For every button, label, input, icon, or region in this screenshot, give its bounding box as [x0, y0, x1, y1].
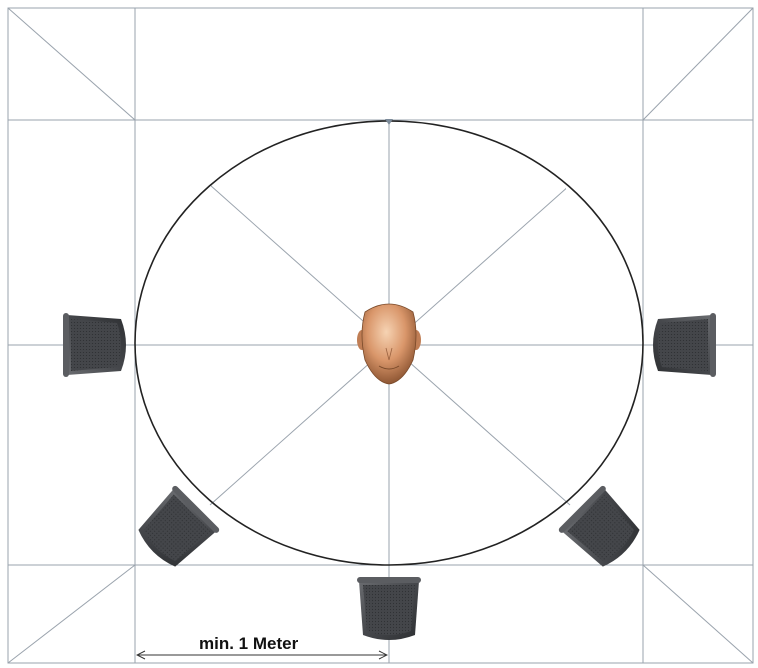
- speaker-right: [653, 313, 716, 377]
- corner-diagonal-tr: [642, 7, 754, 121]
- speaker-rear-center: [357, 577, 421, 640]
- corner-diagonal-bl: [7, 564, 136, 664]
- speaker-rear-left: [138, 485, 220, 567]
- room-outline: [7, 7, 754, 664]
- circle-top-marker: [385, 119, 393, 125]
- listener-head-icon: [357, 303, 421, 385]
- corner-diagonal-br: [642, 564, 754, 664]
- dimension-annotation: min. 1 Meter: [137, 634, 387, 655]
- dimension-label: min. 1 Meter: [199, 634, 299, 653]
- cover-patches: [136, 10, 642, 189]
- speaker-rear-right: [558, 485, 640, 567]
- speaker-left: [63, 313, 126, 377]
- corner-diagonal-tl: [7, 7, 136, 121]
